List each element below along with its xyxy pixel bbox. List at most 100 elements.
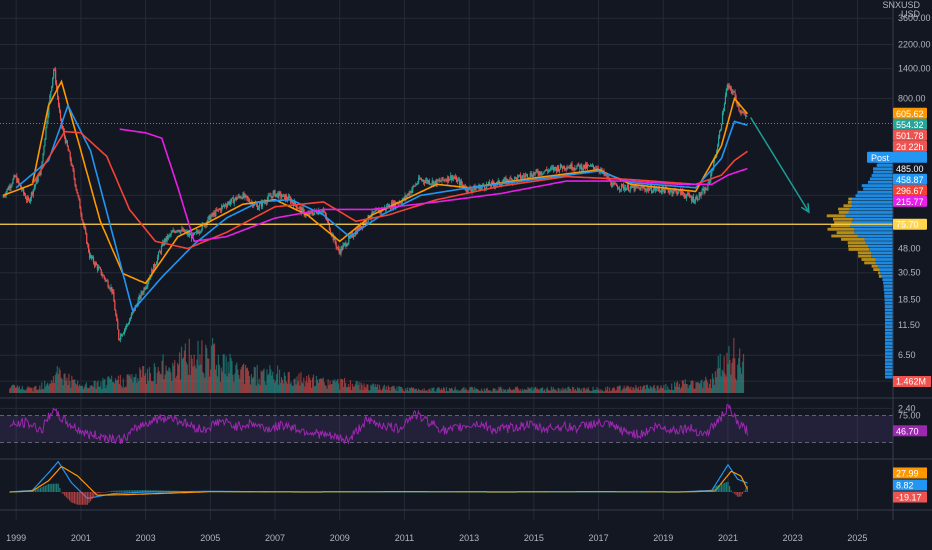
candle-body (724, 95, 727, 105)
candle-body (470, 189, 472, 192)
candle-body (326, 219, 329, 221)
candle-body (376, 209, 378, 211)
volume-bar (219, 381, 221, 393)
volume-bar (680, 387, 682, 393)
macd-histogram-bar (337, 492, 339, 493)
candle-body (82, 219, 84, 223)
macd-histogram-bar (552, 492, 554, 493)
volume-bar (196, 359, 198, 393)
candle-body (734, 91, 736, 96)
macd-histogram-bar (539, 492, 541, 493)
volume-bar (137, 378, 139, 393)
candle-body (571, 163, 573, 170)
candle-body (387, 205, 389, 208)
candle-body (636, 186, 638, 188)
macd-histogram-bar (557, 492, 559, 493)
volume-bar (261, 372, 263, 393)
volume-bar (255, 385, 257, 393)
macd-histogram-bar (720, 483, 723, 492)
candle-body (125, 324, 128, 328)
macd-histogram-bar (132, 490, 134, 492)
volume-bar (176, 375, 178, 393)
macd-histogram-bar (146, 490, 148, 492)
macd-histogram-bar (99, 492, 101, 493)
volume-profile-bar (864, 237, 893, 241)
volume-bar (224, 373, 226, 393)
candle-body (182, 228, 184, 232)
y-tick-label: 18.50 (898, 294, 921, 304)
macd-histogram-bar (141, 490, 143, 492)
candle-body (304, 215, 306, 216)
macd-histogram-bar (384, 492, 386, 493)
candle-body (126, 324, 129, 326)
candle-body (597, 168, 599, 170)
candle-body (155, 264, 157, 267)
candle-body (632, 186, 634, 188)
volume-bar (544, 391, 547, 393)
volume-bar (394, 388, 396, 393)
macd-histogram-bar (326, 492, 328, 493)
volume-bar (641, 387, 644, 393)
volume-profile-bar (884, 315, 893, 319)
volume-bar (108, 376, 110, 393)
volume-tag-label: 1.462M (896, 377, 926, 387)
candle-body (600, 169, 602, 171)
volume-bar (576, 387, 579, 393)
macd-histogram-bar (321, 492, 323, 493)
candle-body (570, 163, 572, 169)
volume-bar (171, 381, 173, 393)
macd-histogram-bar (89, 492, 92, 501)
volume-bar (735, 378, 737, 393)
candle-body (740, 112, 742, 114)
candle-body (360, 226, 363, 229)
volume-bar (577, 388, 580, 393)
volume-bar (619, 385, 621, 393)
volume-bar (557, 387, 559, 393)
macd-histogram-bar (104, 492, 106, 493)
volume-bar (381, 388, 384, 393)
volume-bar (571, 391, 573, 393)
candle-body (99, 267, 101, 270)
macd-histogram-bar (211, 491, 213, 493)
volume-bar (447, 391, 450, 393)
volume-bar (467, 391, 469, 393)
volume-bar (705, 376, 707, 393)
candle-body (507, 179, 509, 182)
volume-bar (672, 389, 674, 393)
macd-histogram-bar (387, 492, 389, 493)
volume-bar (369, 390, 371, 393)
macd-histogram-bar (555, 492, 558, 493)
macd-histogram-bar (491, 492, 493, 493)
volume-tag (893, 376, 931, 387)
macd-histogram-bar (732, 492, 734, 493)
rsi-tag-label: 46.70 (896, 426, 919, 436)
candle-body (514, 176, 516, 182)
macd-histogram-bar (242, 491, 244, 493)
candle-body (434, 180, 436, 182)
volume-bar (228, 373, 230, 393)
macd-histogram-bar (745, 488, 747, 492)
volume-bar (550, 386, 552, 393)
macd-histogram-bar (494, 492, 496, 493)
volume-bar (320, 378, 322, 393)
candle-body (425, 179, 428, 181)
candle-body (536, 169, 538, 172)
candle-body (8, 186, 10, 190)
volume-bar (559, 391, 561, 393)
volume-bar (211, 345, 213, 393)
volume-bar (110, 379, 112, 393)
volume-bar (574, 388, 577, 393)
volume-bar (312, 374, 315, 393)
macd-histogram-bar (518, 492, 520, 493)
volume-bar (706, 379, 708, 393)
candle-body (200, 229, 202, 232)
candle-body (618, 188, 620, 190)
candle-body (509, 178, 511, 183)
volume-profile-bar (877, 264, 893, 268)
volume-bar (286, 383, 288, 393)
volume-bar (250, 374, 252, 393)
candle-body (13, 175, 15, 180)
x-tick-label: 2005 (200, 533, 220, 543)
macd-histogram-bar (187, 491, 189, 492)
